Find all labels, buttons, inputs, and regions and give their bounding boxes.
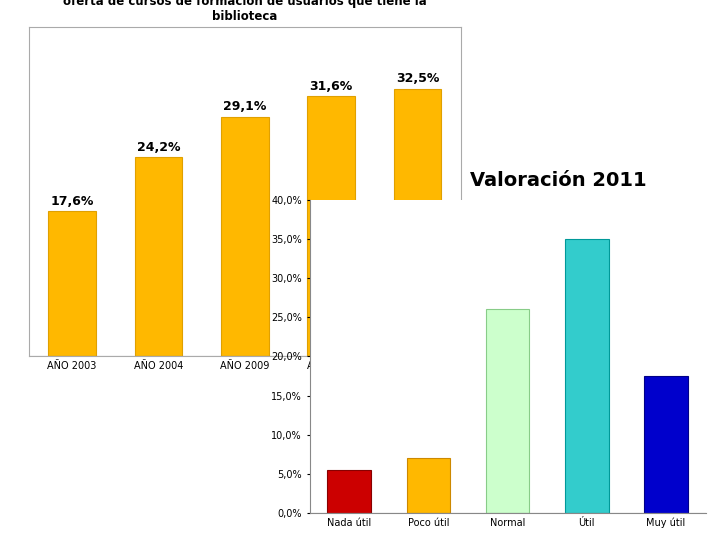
Text: 29,1%: 29,1% — [223, 100, 266, 113]
Bar — [328, 470, 371, 513]
Bar — [48, 212, 96, 356]
Bar — [135, 157, 182, 356]
Text: Valoración 2011: Valoración 2011 — [469, 171, 647, 190]
Text: 31,6%: 31,6% — [310, 80, 353, 93]
Bar — [394, 89, 441, 356]
Title: Porcentaje de alumnos encuestados que conocen la
oferta de cursos de formación d: Porcentaje de alumnos encuestados que co… — [63, 0, 427, 23]
Text: 17,6%: 17,6% — [50, 195, 94, 208]
Bar — [407, 458, 450, 513]
Bar — [644, 376, 688, 513]
Bar — [221, 117, 269, 356]
Bar — [565, 239, 608, 513]
Text: 24,2%: 24,2% — [137, 141, 180, 154]
Text: 32,5%: 32,5% — [396, 72, 439, 85]
Bar — [486, 309, 529, 513]
Bar — [307, 96, 355, 356]
